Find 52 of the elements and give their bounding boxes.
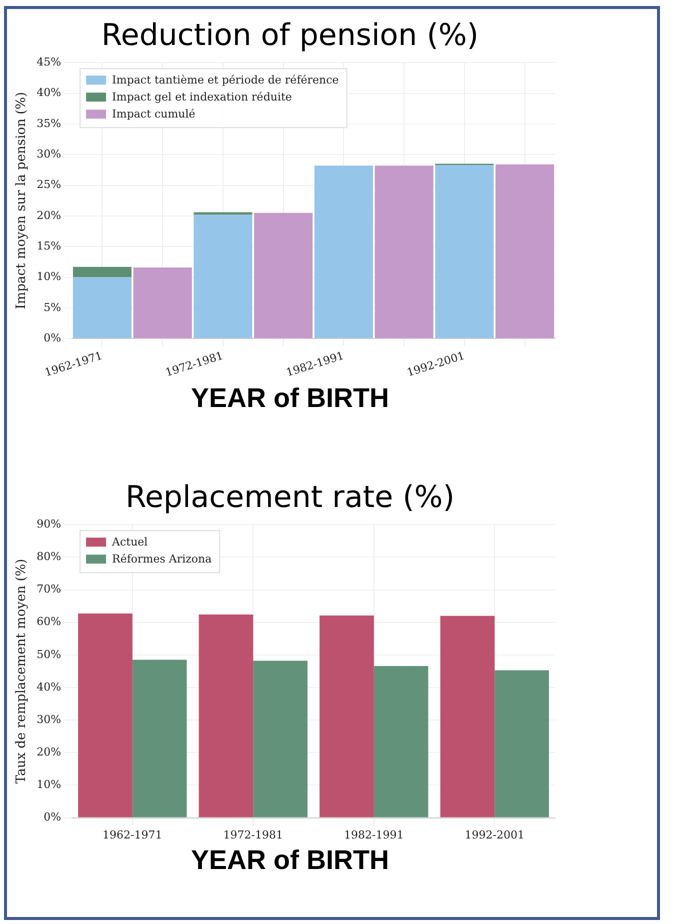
bar [198, 614, 254, 818]
y-tick-label: 40% [36, 86, 62, 100]
bar [72, 266, 132, 278]
bar [254, 212, 313, 338]
bar [194, 214, 252, 338]
y-tick-label: 20% [36, 746, 62, 759]
bar [314, 166, 373, 338]
legend-label: Actuel [111, 535, 148, 548]
y-tick-label: 70% [36, 582, 62, 596]
bar [435, 165, 494, 338]
bar [133, 267, 192, 338]
y-tick-label: 50% [36, 648, 62, 661]
bar [253, 660, 308, 818]
y-tick-label: 0% [44, 331, 62, 344]
y-tick-label: 15% [36, 239, 62, 252]
x-tick-label: 1982-1991 [344, 828, 404, 842]
x-axis-title: YEAR of BIRTH [190, 383, 390, 414]
y-tick-label: 45% [36, 55, 62, 68]
bar [320, 615, 374, 818]
bar [132, 660, 187, 818]
legend-label: Impact cumulé [112, 107, 196, 120]
bar [494, 670, 549, 818]
x-tick-label: 1962-1971 [102, 828, 162, 842]
y-tick-label: 90% [36, 517, 62, 530]
y-tick-label: 20% [36, 208, 62, 222]
chart-title: Reduction of pension (%) [100, 18, 480, 53]
x-axis-title: YEAR of BIRTH [190, 845, 390, 876]
bar [374, 166, 434, 338]
y-axis-title: Taux de remplacement moyen (%) [14, 558, 30, 784]
y-tick-label: 5% [44, 300, 62, 314]
legend-label: Impact gel et indexation réduite [112, 90, 292, 104]
x-tick-label: 1972-1981 [223, 828, 284, 842]
bar [72, 277, 132, 338]
y-tick-label: 10% [36, 270, 62, 284]
x-tick-label: 1992-2001 [464, 828, 524, 842]
y-tick-label: 30% [36, 147, 62, 160]
bar [496, 164, 554, 338]
y-tick-label: 10% [36, 778, 62, 792]
y-tick-label: 35% [36, 116, 62, 130]
y-tick-label: 80% [36, 550, 62, 564]
bar [374, 666, 428, 818]
y-tick-label: 40% [36, 680, 62, 694]
y-tick-label: 60% [36, 615, 62, 628]
y-tick-label: 25% [36, 178, 62, 192]
chart-title: Replacement rate (%) [124, 480, 456, 515]
y-tick-label: 30% [36, 712, 62, 726]
bar [440, 616, 495, 818]
y-axis-title: Impact moyen sur la pension (%) [14, 92, 30, 310]
legend-label: Réformes Arizona [112, 552, 212, 566]
y-tick-label: 0% [44, 810, 62, 824]
bar [78, 614, 132, 818]
legend-label: Impact tantième et période de référence [112, 73, 339, 86]
